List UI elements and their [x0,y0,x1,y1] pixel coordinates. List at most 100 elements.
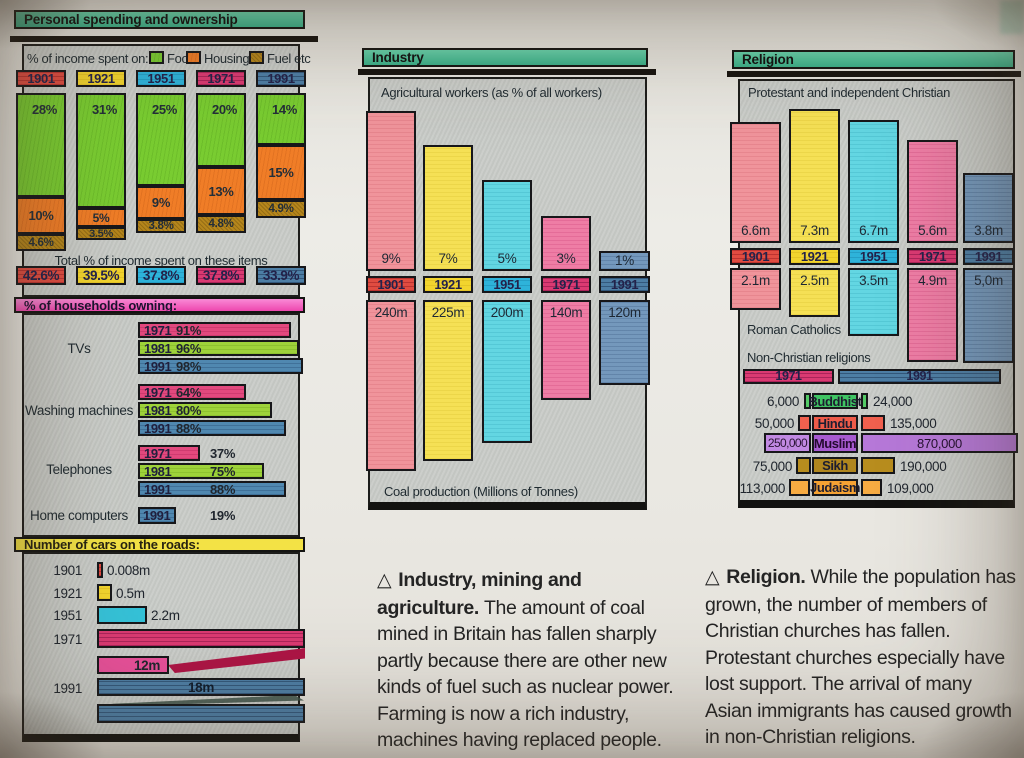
year-chip-1991: 1991 [256,70,306,87]
cars-value-1901: 0.008m [107,563,150,578]
food-segment-1951: 25% [136,93,186,186]
cars-bar-1951 [97,606,147,624]
item-label-washing-machines: Washing machines [25,403,133,418]
religion-title-underline [727,71,1021,77]
coal-bar-1951: 200m [482,300,532,443]
food-segment-1901: 28% [16,93,66,197]
industry-year-chip-1971: 1971 [541,276,591,293]
cars-bar-1971-part1 [97,629,305,648]
washing-1991-bar: 1991 88% [138,420,286,436]
fuel-segment-1991: 4.9% [256,200,306,218]
buddhist-1971-bar [804,393,811,409]
telephones-1991-bar: 1991 88% [138,481,286,497]
item-label-home-computers: Home computers [30,508,128,523]
spending-panel-title-text: Personal spending and ownership [24,12,238,27]
cars-bar-1991-part1: 18m [97,678,305,696]
housing-legend-swatch [186,51,201,64]
cars-bar-1901 [97,562,103,578]
protestant-bar-1921: 7.3m [789,109,840,243]
judaism-1971-bar [789,479,810,496]
industry-caption: △ Industry, mining and agriculture. The am… [377,567,679,754]
tvs-1981-bar: 1981 96% [138,340,299,356]
fuel-segment-1971: 4.8% [196,215,246,233]
judaism-1971-value: 113,000 [739,481,786,496]
industry-caption-text: The amount of coal mined in Britain has … [377,596,674,752]
industry-panel-title: Industry [362,48,648,67]
industry-year-chip-1921: 1921 [423,276,473,293]
total-chip-1951: 37.8% [136,266,186,285]
sikh-label-box: Sikh [812,457,858,474]
total-chip-1971: 37.8% [196,266,246,285]
year-chip-1921: 1921 [76,70,126,87]
fuel-legend-label: Fuel etc [267,51,311,66]
triangle-marker: △ [377,570,392,591]
cars-value-1921: 0.5m [116,586,145,601]
sikh-1971-bar [796,457,811,474]
spending-title-underline [10,36,318,42]
coal-bar-1991: 120m [599,300,650,385]
catholic-bar-1991: 5,0m [963,268,1014,363]
industry-year-chip-1951: 1951 [482,276,532,293]
housing-legend-label: Housing [204,51,250,66]
protestant-bar-1991: 3.8m [963,173,1014,243]
buddhist-1991-bar [861,393,868,409]
cars-year-1991: 1991 [53,681,82,696]
industry-year-chip-1991: 1991 [599,276,650,293]
fuel-segment-1921: 3.5% [76,227,126,240]
fuel-segment-1901: 4.6% [16,234,66,251]
item-label-telephones: Telephones [46,462,112,477]
protestant-label: Protestant and independent Christian [748,85,951,100]
agri-bar-1951: 5% [482,180,532,271]
coal-bar-1921: 225m [423,300,473,461]
non-christian-1991-header: 1991 [838,369,1001,384]
protestant-bar-1951: 6.7m [848,120,899,243]
housing-segment-1951: 9% [136,186,186,219]
cars-year-1921: 1921 [53,586,82,601]
washing-1971-bar: 1971 64% [138,384,246,400]
agri-bar-1971: 3% [541,216,591,271]
telephones-1971-bar: 1971 37% [138,445,235,461]
religion-caption-text: While the population has grown, the numb… [705,566,1016,748]
coal-production-label: Coal production (Millions of Tonnes) [384,484,578,499]
hindu-label-box: Hindu [812,415,858,431]
fuel-segment-1951: 3.8% [136,219,186,233]
cars-bar-1971-part2: 12m [97,656,169,674]
coal-bar-1901: 240m [366,300,416,471]
buddhist-1991-value: 24,000 [873,394,913,409]
cars-1991-wrap-connector [112,695,304,706]
cars-year-1901: 1901 [53,563,82,578]
scan-artifact [1000,0,1024,34]
agri-bar-1921: 7% [423,145,473,271]
religion-year-chip-1901: 1901 [730,248,781,265]
cars-value-1951: 2.2m [151,608,180,623]
total-chip-1921: 39.5% [76,266,126,285]
agri-bar-1901: 9% [366,111,416,271]
hindu-1971-value: 50,000 [754,416,795,431]
sikh-1971-value: 75,000 [752,459,793,474]
industry-year-chip-1901: 1901 [366,276,416,293]
judaism-1991-value: 109,000 [887,481,934,496]
muslim-1991-bar: 870,000 [861,433,1018,453]
hindu-1991-bar [861,415,885,431]
religion-year-chip-1951: 1951 [848,248,899,265]
cars-bar-1991-part2 [97,704,305,723]
telephones-1981-bar: 1981 75% [138,463,264,479]
cars-header: Number of cars on the roads: [14,537,305,552]
cars-bar-1921 [97,584,112,601]
religion-year-chip-1921: 1921 [789,248,840,265]
washing-1981-bar: 1981 80% [138,402,272,418]
spending-panel-title: Personal spending and ownership [14,10,305,29]
agricultural-workers-label: Agricultural workers (as % of all worker… [381,85,602,100]
total-chip-1901: 42.6% [16,266,66,285]
tvs-1971-bar: 1971 91% [138,322,291,338]
spending-legend-label: % of income spent on: [27,51,149,66]
housing-segment-1921: 5% [76,208,126,227]
industry-panel-title-text: Industry [372,50,424,65]
food-legend-swatch [149,51,164,64]
catholic-bar-1901: 2.1m [730,268,781,310]
hindu-1971-bar [798,415,811,431]
judaism-1991-bar [861,479,882,496]
item-label-tvs: TVs [67,341,91,356]
food-segment-1921: 31% [76,93,126,208]
